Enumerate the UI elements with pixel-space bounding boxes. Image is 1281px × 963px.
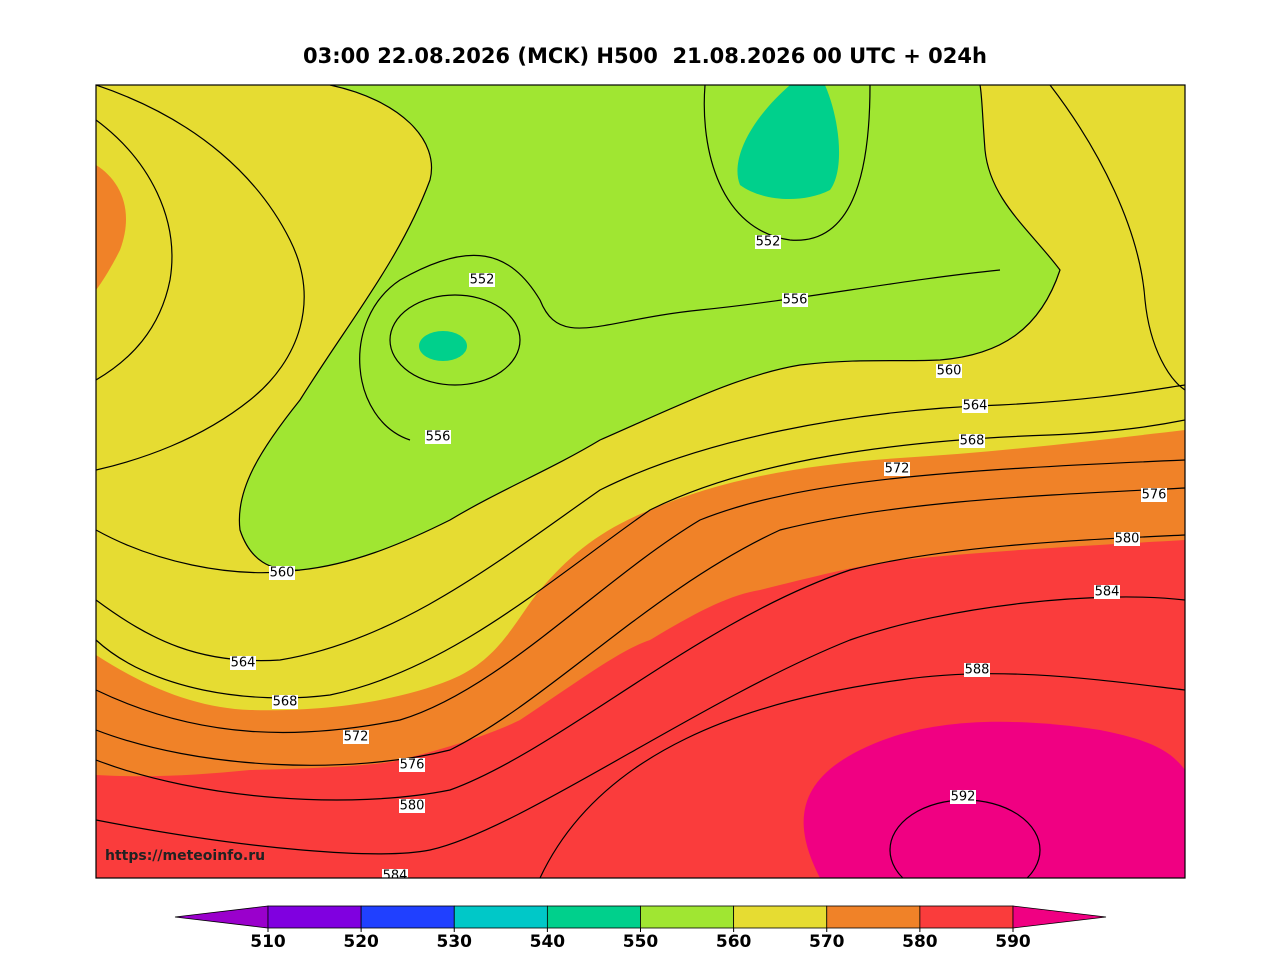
contour-label: 556: [426, 430, 451, 445]
contour-line: [389, 294, 521, 386]
colorbar-tick-label: 530: [437, 932, 473, 952]
contour-label-bg: [782, 293, 808, 307]
contour-label-bg: [964, 663, 990, 677]
contour-label-bg: [343, 730, 369, 744]
contour-line: [703, 85, 871, 241]
contour-label-bg: [425, 430, 451, 444]
band-fill: [737, 85, 840, 200]
contour-label: 572: [344, 730, 369, 745]
map-title: 03:00 22.08.2026 (MCK) H500 21.08.2026 0…: [303, 44, 987, 68]
contour-label: 584: [383, 869, 408, 884]
watermark: https://meteoinfo.ru: [105, 848, 265, 864]
contour-label-bg: [950, 790, 976, 804]
contour-label-bg: [959, 434, 985, 448]
contour-label-bg: [272, 695, 298, 709]
colorbar-box: [267, 905, 362, 929]
contour-line: [539, 673, 1185, 878]
colorbar-tick-label: 520: [343, 932, 379, 952]
contour-label: 568: [273, 695, 298, 710]
contour-line: [238, 85, 1061, 571]
contour-line: [96, 487, 1185, 766]
colorbar-tick-label: 580: [902, 932, 938, 952]
contour-label-bg: [1114, 532, 1140, 546]
contour-label-bg: [962, 399, 988, 413]
contour-line: [1049, 85, 1185, 391]
contour-label-bg: [269, 566, 295, 580]
colorbar-box: [826, 905, 921, 929]
contour-label: 588: [965, 663, 990, 678]
contour-line: [96, 119, 173, 381]
contour-label: 564: [231, 656, 256, 671]
colorbar-box: [453, 905, 548, 929]
colorbar-tick-label: 550: [623, 932, 659, 952]
contour-label-bg: [469, 273, 495, 287]
contour-label: 572: [885, 462, 910, 477]
contour-label-bg: [230, 656, 256, 670]
contour-label: 560: [937, 364, 962, 379]
colorbar-extension: [174, 905, 269, 929]
colorbar-tick-label: 510: [250, 932, 286, 952]
colorbar-extension: [1012, 905, 1107, 929]
contour-line: [96, 459, 1185, 734]
colorbar-box: [640, 905, 735, 929]
contour-label-bg: [936, 364, 962, 378]
contour-label: 580: [400, 799, 425, 814]
contour-label: 592: [951, 790, 976, 805]
colorbar-box: [733, 905, 828, 929]
contour-label-bg: [382, 869, 408, 878]
colorbar-tick-label: 570: [809, 932, 845, 952]
map-area: 552 552 556 556 560 560 564 564 568 568 572 572 576 5…: [96, 85, 1185, 884]
contour-line: [96, 85, 305, 471]
contour-label: 576: [400, 758, 425, 773]
colorbar: 510 520 530 540 550 560 570 580 590: [174, 905, 1107, 952]
contour-label: 576: [1142, 488, 1167, 503]
contour-label: 556: [783, 293, 808, 308]
contour-label: 580: [1115, 532, 1140, 547]
band-fill: [96, 165, 127, 290]
contour-label: 568: [960, 434, 985, 449]
colorbar-tick-label: 540: [530, 932, 566, 952]
colorbar-box: [919, 905, 1014, 929]
band-fill: [419, 331, 467, 361]
contour-label-bg: [399, 758, 425, 772]
contour-line: [96, 534, 1185, 801]
contour-label: 552: [756, 235, 781, 250]
contour-label-bg: [755, 235, 781, 249]
contour-label: 584: [1095, 585, 1120, 600]
contour-label-bg: [884, 462, 910, 476]
map-frame: [95, 84, 1186, 879]
contour-line: [96, 419, 1185, 699]
contour-label-bg: [399, 799, 425, 813]
colorbar-box: [546, 905, 641, 929]
contour-line: [359, 254, 1001, 441]
contour-label: 560: [270, 566, 295, 581]
contour-line: [96, 596, 1185, 855]
colorbar-tick-label: 560: [716, 932, 752, 952]
contour-label-bg: [1094, 585, 1120, 599]
band-fill: [239, 85, 1060, 571]
contour-label-bg: [1141, 488, 1167, 502]
colorbar-box: [360, 905, 455, 929]
colorbar-tick-label: 590: [995, 932, 1031, 952]
contour-label: 564: [963, 399, 988, 414]
band-fill: [803, 721, 1185, 878]
contour-label: 552: [470, 273, 495, 288]
